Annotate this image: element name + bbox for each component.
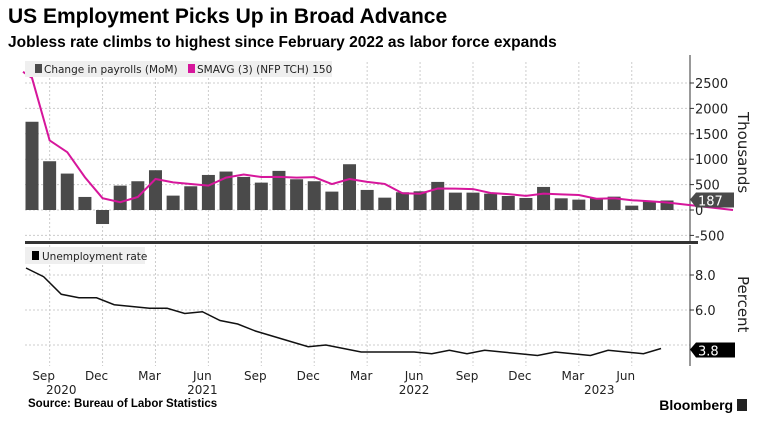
brand-text: Bloomberg	[659, 397, 734, 413]
payroll-bar	[201, 174, 215, 210]
payroll-bar	[466, 192, 480, 210]
payroll-bar	[484, 193, 498, 210]
legend-label-payrolls: Change in payrolls (MoM)	[44, 64, 178, 76]
x-year-label: 2021	[187, 383, 218, 397]
source-note: Source: Bureau of Labor Statistics	[28, 398, 218, 410]
y-tick-label: 2000	[695, 102, 728, 117]
x-tick-label: Mar	[562, 369, 585, 383]
x-tick-label: Jun	[404, 369, 424, 383]
payroll-bar	[184, 186, 198, 210]
y-axis-label-thousands: Thousands	[734, 111, 752, 193]
payroll-bar	[307, 181, 321, 210]
legend-label-unemployment: Unemployment rate	[42, 251, 147, 263]
x-tick-label: Dec	[508, 369, 531, 383]
last-value-label: 187	[698, 195, 723, 210]
payroll-bar	[166, 195, 180, 210]
x-year-label: 2022	[399, 383, 430, 397]
payroll-bar	[625, 205, 639, 210]
x-tick-label: Jun	[615, 369, 635, 383]
x-tick-label: Sep	[32, 369, 55, 383]
payroll-bar	[113, 185, 127, 210]
payroll-bar	[237, 176, 251, 210]
payroll-bar	[395, 192, 409, 210]
y-tick-label: 0	[695, 204, 703, 219]
payroll-bar	[219, 171, 233, 210]
x-year-label: 2020	[46, 383, 77, 397]
payroll-bar	[572, 199, 586, 210]
payroll-bar	[43, 161, 57, 210]
unemployment-line	[25, 267, 662, 357]
payroll-bar	[96, 210, 110, 225]
chart-title: US Employment Picks Up in Broad Advance	[8, 5, 448, 28]
payroll-bar	[537, 186, 551, 210]
payroll-bar	[448, 192, 462, 210]
payroll-bar	[660, 200, 674, 210]
y-tick-label: 8.0	[695, 269, 716, 284]
payroll-bar	[272, 170, 286, 210]
x-tick-label: Sep	[244, 369, 267, 383]
payroll-bar	[360, 189, 374, 210]
x-tick-label: Mar	[138, 369, 161, 383]
last-value-tag	[690, 192, 734, 208]
last-value-label: 3.8	[698, 345, 719, 360]
x-tick-label: Sep	[456, 369, 479, 383]
payroll-bar	[431, 181, 445, 210]
legend-bottom-bg	[25, 247, 145, 264]
payroll-bar	[554, 198, 568, 210]
y-axis-label-percent: Percent	[734, 276, 752, 333]
x-tick-label: Mar	[350, 369, 373, 383]
legend-label-smavg: SMAVG (3) (NFP TCH) 150	[197, 64, 332, 76]
legend-top-bg	[25, 61, 332, 77]
x-year-label: 2023	[584, 383, 615, 397]
smavg-line	[22, 70, 734, 211]
payroll-bar	[60, 173, 74, 210]
y-tick-label: 1500	[695, 128, 728, 143]
x-tick-label: Dec	[297, 369, 320, 383]
last-value-tag	[690, 342, 735, 358]
payroll-bar	[607, 196, 621, 210]
payroll-bar	[343, 164, 357, 210]
x-tick-label: Dec	[85, 369, 108, 383]
payroll-bar	[254, 182, 268, 210]
payroll-bar	[325, 191, 339, 210]
payroll-bar	[413, 191, 427, 210]
payroll-bar	[25, 121, 39, 210]
panel-separator	[25, 241, 698, 244]
payroll-bar	[519, 197, 533, 210]
y-tick-label: 6.0	[695, 304, 716, 319]
legend-swatch-payrolls	[35, 64, 42, 73]
bloomberg-logo: Bloomberg	[659, 397, 747, 413]
payroll-bar	[290, 179, 304, 210]
y-tick-label: 2500	[695, 77, 728, 92]
legend-swatch-unemployment	[32, 251, 39, 260]
y-tick-label: 1000	[695, 153, 728, 168]
x-tick-label: Jun	[192, 369, 212, 383]
chart-subtitle: Jobless rate climbs to highest since Feb…	[8, 34, 557, 51]
bloomberg-terminal-icon	[737, 399, 747, 411]
payroll-bar	[148, 170, 162, 210]
payroll-bar	[78, 196, 92, 210]
payroll-bar	[501, 195, 515, 210]
legend-swatch-smavg	[188, 64, 195, 73]
payroll-bar	[642, 201, 656, 210]
payroll-bar	[378, 197, 392, 210]
y-tick-label: -500	[695, 229, 725, 244]
payroll-bar	[589, 198, 603, 210]
y-tick-label: 500	[695, 179, 720, 194]
